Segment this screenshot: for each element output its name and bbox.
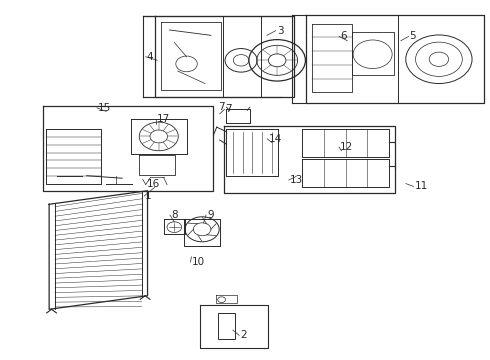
Text: 2: 2 xyxy=(240,330,247,341)
Text: 11: 11 xyxy=(415,181,428,192)
Text: 10: 10 xyxy=(192,257,204,267)
Text: 6: 6 xyxy=(340,31,346,41)
Text: 3: 3 xyxy=(277,26,283,36)
Text: 17: 17 xyxy=(157,113,171,123)
Text: 14: 14 xyxy=(269,134,282,144)
Text: 8: 8 xyxy=(171,210,177,220)
Text: 16: 16 xyxy=(147,179,160,189)
Bar xyxy=(218,313,235,339)
Text: 4: 4 xyxy=(147,52,153,62)
Text: 1: 1 xyxy=(145,191,152,201)
Text: 9: 9 xyxy=(207,210,214,220)
Text: 7: 7 xyxy=(225,104,232,114)
Text: 15: 15 xyxy=(98,103,111,113)
Text: 12: 12 xyxy=(340,142,353,152)
Text: 5: 5 xyxy=(410,31,416,41)
Text: 13: 13 xyxy=(290,175,303,185)
Text: 7: 7 xyxy=(218,102,224,112)
